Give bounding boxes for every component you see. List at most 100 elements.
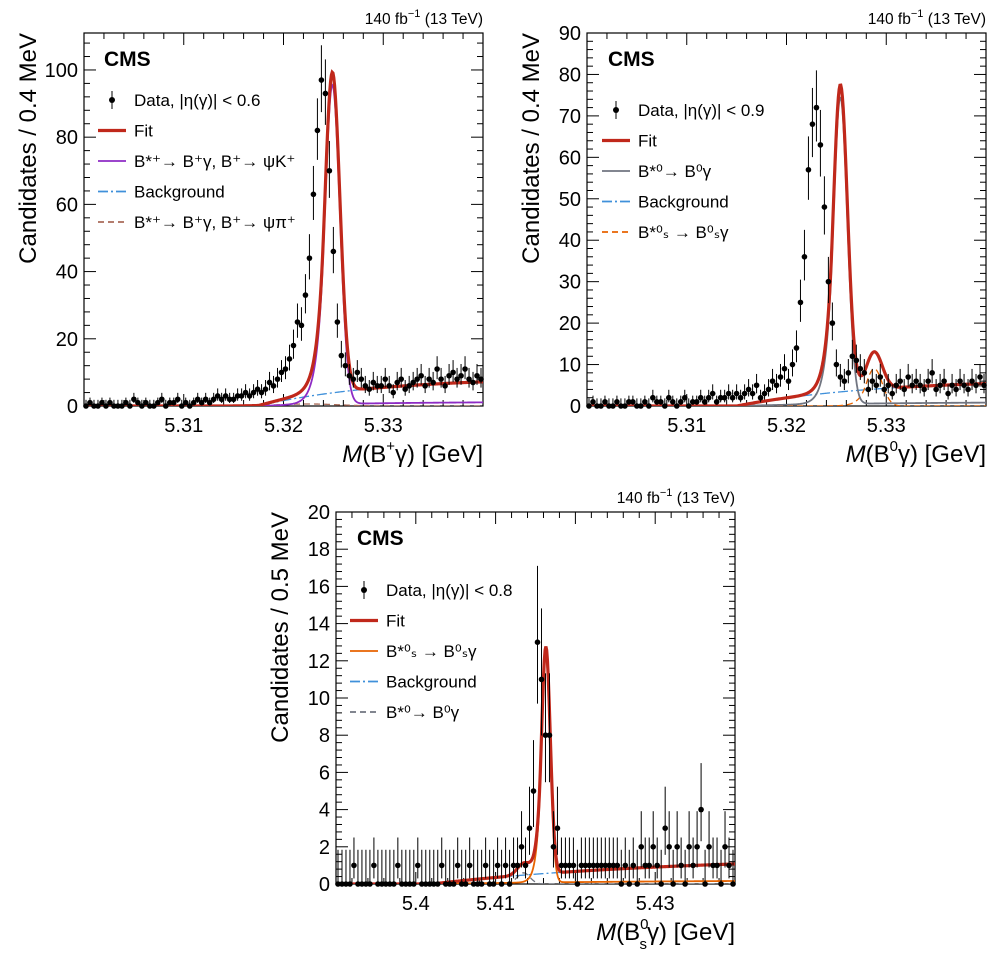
legend-data-marker [613, 107, 619, 113]
data-point [362, 383, 369, 389]
data-point [901, 386, 908, 393]
data-point [638, 844, 645, 850]
data-point [702, 881, 708, 887]
x-axis-label: M(B0 sγ) [GeV] [596, 916, 735, 953]
data-point [127, 403, 133, 409]
data-point [174, 396, 181, 403]
data-point [953, 386, 959, 393]
data-point [642, 399, 648, 405]
data-point [262, 386, 269, 392]
data-point [961, 382, 967, 389]
data-point [478, 881, 485, 887]
data-point [809, 121, 816, 127]
legend-label: Fit [386, 612, 405, 631]
legend-label: B*⁰ₛ → B⁰ₛγ [638, 223, 729, 242]
x-tick-label: 5.32 [767, 415, 806, 437]
legend-data-marker [361, 587, 367, 593]
data-point [151, 403, 157, 409]
panel-bs-zero: 5.4 5.41 5.42 5.43 0 2 4 6 8 10 12 14 16 18 20 Candidat… [267, 487, 736, 953]
data-point [302, 292, 309, 298]
data-point [270, 383, 277, 389]
data-point [602, 862, 609, 869]
data-point [849, 353, 856, 360]
data-point [833, 361, 840, 368]
data-point [83, 403, 89, 409]
y-tick-label: 0 [570, 396, 581, 418]
data-point [973, 382, 979, 389]
data-point [506, 881, 513, 887]
data-point [594, 862, 601, 869]
data-point [965, 386, 971, 393]
data-point [462, 881, 469, 887]
data-point [921, 386, 927, 393]
data-point [869, 378, 876, 384]
data-point [322, 90, 329, 97]
data-point [162, 403, 169, 409]
data-point [386, 383, 393, 389]
data-point [566, 862, 573, 869]
data-point [837, 374, 844, 380]
data-point [558, 862, 565, 869]
data-point [466, 862, 473, 869]
data-point [917, 382, 923, 389]
y-tick-label: 8 [319, 725, 330, 747]
data-point [722, 844, 728, 850]
data-point [514, 862, 521, 869]
data-point [957, 378, 963, 384]
data-point [729, 394, 736, 401]
data-point [482, 862, 489, 869]
data-point [626, 399, 632, 405]
data-point [534, 639, 541, 645]
data-point [817, 142, 824, 148]
data-point [897, 378, 904, 384]
data-point [622, 403, 628, 409]
data-point [258, 389, 265, 396]
data-point [294, 319, 301, 325]
data-point [526, 825, 533, 831]
data-point [391, 881, 397, 887]
data-point [115, 403, 121, 409]
data-point [414, 862, 421, 869]
data-point [717, 394, 724, 401]
legend-data-marker [109, 97, 115, 103]
data-point [226, 396, 233, 403]
data-point [342, 362, 349, 369]
x-axis-label: M(B0γ) [GeV] [846, 438, 986, 468]
data-point [490, 881, 497, 887]
data-point [857, 365, 864, 372]
data-point [358, 376, 365, 382]
data-point [334, 319, 341, 325]
data-point [382, 376, 389, 382]
data-point [442, 383, 448, 389]
data-point [634, 403, 640, 409]
data-point [470, 881, 477, 887]
data-point [821, 204, 828, 210]
data-point [925, 378, 931, 384]
data-point [111, 403, 117, 409]
data-point [721, 394, 728, 401]
data-point [474, 881, 481, 887]
legend-label: Background [134, 183, 225, 202]
data-point [442, 881, 449, 887]
y-tick-label: 40 [56, 262, 78, 284]
y-tick-label: 80 [559, 64, 581, 86]
data-point [355, 881, 361, 887]
y-tick-label: 60 [559, 147, 581, 169]
data-point [310, 191, 317, 198]
data-point [394, 379, 401, 386]
y-tick-label: 14 [308, 614, 330, 636]
data-point [407, 881, 413, 887]
data-point [698, 806, 704, 813]
data-point [622, 862, 629, 869]
data-point [170, 399, 177, 406]
data-point [406, 383, 412, 389]
data-point [733, 390, 740, 397]
legend-label: Data, |η(γ)| < 0.8 [386, 581, 512, 600]
data-point [590, 862, 597, 869]
legend-label: Data, |η(γ)| < 0.9 [638, 101, 764, 120]
experiment-label: CMS [104, 48, 151, 71]
data-point [654, 399, 660, 405]
legend-label: Background [638, 193, 729, 212]
data-point [186, 403, 193, 409]
data-point [206, 399, 213, 406]
